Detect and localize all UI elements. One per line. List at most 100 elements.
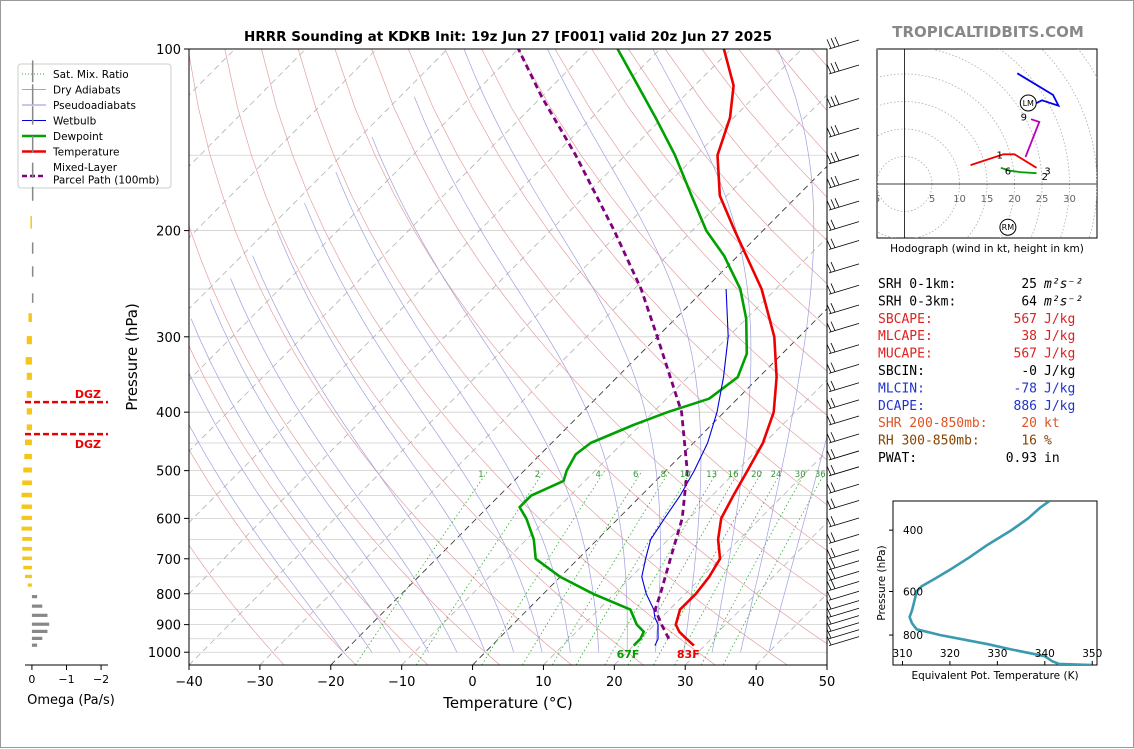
omega-bar bbox=[26, 357, 32, 364]
barb-flag bbox=[831, 465, 835, 474]
barb-staff bbox=[829, 637, 859, 646]
mixing-ratio-line bbox=[355, 471, 488, 665]
y-tick-label: 200 bbox=[156, 225, 181, 240]
barb-flag bbox=[827, 591, 831, 600]
index-unit: in bbox=[1044, 451, 1060, 466]
omega-bar bbox=[27, 408, 32, 414]
barb-flag bbox=[835, 125, 839, 134]
barb-flag bbox=[827, 549, 831, 558]
hodograph-height-label: 2 bbox=[1042, 172, 1048, 183]
legend-label: Dewpoint bbox=[53, 131, 103, 143]
omega-bar bbox=[32, 136, 33, 153]
barb-flag bbox=[831, 482, 835, 491]
index-value: 64 bbox=[1021, 294, 1037, 309]
omega-bar bbox=[22, 557, 32, 561]
y-tick-label: 300 bbox=[156, 331, 181, 346]
barb-flag bbox=[831, 38, 835, 47]
theta-e-x-axis-label: Equivalent Pot. Temperature (K) bbox=[911, 670, 1078, 682]
mixing-ratio-label: 16 bbox=[728, 470, 739, 480]
wind-barb bbox=[827, 283, 859, 294]
wind-barb bbox=[827, 62, 859, 74]
theta-e-y-tick-label: 800 bbox=[903, 630, 923, 642]
hodograph-height-label: 6 bbox=[1005, 167, 1011, 178]
index-unit: m²s⁻² bbox=[1043, 277, 1083, 292]
wind-barb bbox=[827, 37, 859, 49]
hodograph-tick-label: 30 bbox=[1063, 194, 1076, 205]
barb-flag bbox=[827, 344, 831, 353]
pseudoadiabat bbox=[277, 231, 513, 653]
omega-bar bbox=[27, 373, 32, 380]
dry-adiabat bbox=[262, 49, 716, 665]
barb-flag bbox=[831, 499, 835, 508]
mixing-ratio-label: 8 bbox=[661, 470, 666, 480]
wind-barb bbox=[827, 499, 859, 510]
minus20-isotherm bbox=[331, 49, 944, 665]
barb-flag bbox=[831, 220, 835, 229]
barb-flag bbox=[827, 304, 831, 313]
omega-x-axis-label: Omega (Pa/s) bbox=[27, 693, 115, 708]
pseudoadiabat bbox=[191, 319, 400, 653]
mixing-ratio-label: 30 bbox=[795, 470, 806, 480]
omega-bar bbox=[32, 595, 37, 598]
wind-barb bbox=[827, 303, 859, 314]
mixing-ratio-label: 1 bbox=[478, 470, 483, 480]
legend-label: Pseudoadiabats bbox=[53, 100, 136, 112]
barb-flag bbox=[831, 262, 835, 271]
barb-flag bbox=[827, 466, 831, 475]
omega-bar bbox=[22, 505, 32, 509]
index-value: 0.93 bbox=[1006, 451, 1037, 466]
barb-flag bbox=[827, 64, 831, 73]
hodograph-tick-label: 10 bbox=[953, 194, 966, 205]
wind-barb bbox=[827, 533, 859, 544]
omega-bar bbox=[32, 84, 33, 104]
omega-bar bbox=[28, 583, 32, 586]
mixing-ratio-label: 10 bbox=[680, 470, 691, 480]
barb-flag bbox=[827, 517, 831, 526]
omega-bar bbox=[22, 527, 32, 531]
wind-barb bbox=[827, 516, 859, 527]
omega-bar bbox=[22, 480, 32, 485]
omega-bar bbox=[28, 313, 31, 322]
theta-e-x-tick-label: 330 bbox=[987, 648, 1007, 660]
index-value: 16 bbox=[1021, 434, 1037, 449]
index-unit: J/kg bbox=[1044, 381, 1075, 396]
hodograph-tick-label: 5 bbox=[874, 194, 880, 205]
wind-barb bbox=[827, 591, 859, 601]
x-tick-label: −30 bbox=[246, 675, 273, 690]
barb-staff bbox=[829, 630, 859, 639]
wind-barb bbox=[827, 152, 859, 164]
omega-bar bbox=[32, 163, 33, 178]
y-tick-label: 400 bbox=[156, 406, 181, 421]
wind-barb bbox=[827, 363, 859, 374]
barb-flag bbox=[827, 98, 831, 107]
barb-flag bbox=[831, 97, 835, 106]
omega-bar bbox=[27, 336, 32, 344]
y-tick-label: 100 bbox=[156, 43, 181, 58]
barb-flag bbox=[831, 449, 835, 458]
omega-bar bbox=[22, 493, 32, 498]
barb-flag bbox=[831, 580, 835, 589]
y-tick-label: 500 bbox=[156, 465, 181, 480]
dgz-label: DGZ bbox=[75, 438, 101, 451]
index-value: 20 bbox=[1021, 416, 1037, 431]
series-mixed-layer-parcel-path-100mb- bbox=[518, 49, 687, 639]
barb-flag bbox=[827, 323, 831, 332]
hodograph-height-label: 1 bbox=[996, 150, 1002, 161]
omega-bar bbox=[22, 516, 32, 520]
pseudoadiabat bbox=[155, 354, 343, 653]
index-value: 567 bbox=[1014, 312, 1037, 327]
wind-barb bbox=[827, 600, 859, 610]
isotherm-line bbox=[118, 49, 731, 665]
surface-dewpoint-label: 67F bbox=[617, 648, 640, 661]
x-tick-label: 50 bbox=[819, 675, 836, 690]
theta-e-x-tick-label: 350 bbox=[1082, 648, 1102, 660]
legend-label: Sat. Mix. Ratio bbox=[53, 69, 129, 81]
barb-flag bbox=[831, 153, 835, 162]
x-tick-label: 10 bbox=[535, 675, 552, 690]
index-label: SHR 200-850mb: bbox=[878, 416, 988, 431]
wind-barb bbox=[827, 570, 859, 581]
barb-flag bbox=[831, 398, 835, 407]
